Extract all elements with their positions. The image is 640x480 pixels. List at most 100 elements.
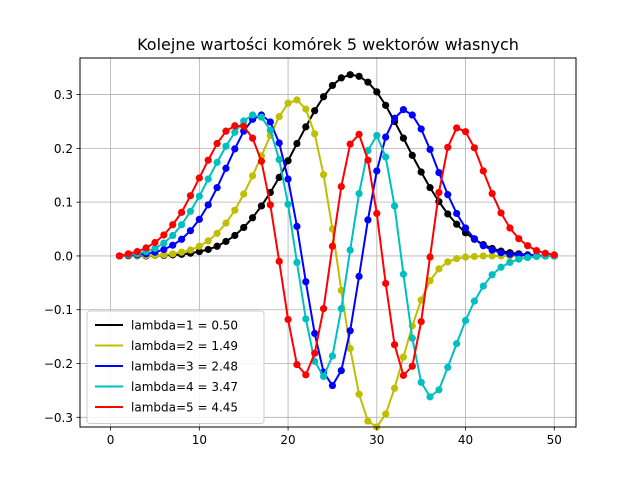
data-point <box>346 327 354 335</box>
data-point <box>293 96 301 104</box>
data-point <box>186 246 195 254</box>
data-point <box>284 315 292 324</box>
data-point <box>337 74 345 82</box>
data-point <box>195 242 203 250</box>
data-point <box>160 251 168 259</box>
data-point <box>479 167 487 175</box>
data-point <box>355 72 363 80</box>
data-point <box>293 258 301 266</box>
data-point <box>248 172 257 180</box>
data-point <box>240 117 248 125</box>
data-point <box>160 239 168 247</box>
data-point <box>550 251 558 259</box>
series-5 <box>115 122 558 379</box>
data-point <box>497 263 505 271</box>
x-tick-label: 10 <box>192 433 207 447</box>
data-point <box>373 167 381 175</box>
data-point <box>302 315 310 323</box>
legend-label: lambda=1 = 0.50 <box>131 319 238 333</box>
data-point <box>399 106 408 114</box>
data-point <box>435 265 443 273</box>
data-point <box>231 231 239 240</box>
data-point <box>293 361 301 369</box>
data-point <box>311 349 319 357</box>
legend-entry: lambda=1 = 0.50 <box>95 319 238 333</box>
data-point <box>373 209 381 218</box>
data-point <box>311 329 319 338</box>
data-point <box>222 219 230 227</box>
data-point <box>444 210 452 218</box>
data-point <box>195 174 203 182</box>
data-point <box>435 188 443 197</box>
data-point <box>284 99 292 107</box>
data-point <box>444 363 452 371</box>
data-point <box>453 340 461 348</box>
data-point <box>488 189 496 198</box>
data-point <box>506 250 514 258</box>
data-point <box>240 190 248 198</box>
data-point <box>355 272 363 280</box>
data-point <box>311 130 319 138</box>
data-point <box>470 252 478 261</box>
data-point <box>284 157 292 165</box>
data-point <box>275 173 283 182</box>
data-point <box>488 246 496 254</box>
data-point <box>328 352 337 360</box>
x-tick-label: 50 <box>547 433 562 447</box>
data-point <box>417 168 425 176</box>
data-point <box>160 231 168 239</box>
data-point <box>151 238 159 247</box>
data-point <box>346 246 354 254</box>
data-point <box>231 128 239 136</box>
data-point <box>470 235 478 243</box>
data-point <box>257 113 266 121</box>
data-point <box>213 139 221 148</box>
data-point <box>364 78 372 86</box>
legend-label: lambda=4 = 3.47 <box>131 380 238 394</box>
data-point <box>444 191 452 199</box>
legend-entry: lambda=2 = 1.49 <box>95 339 238 353</box>
x-tick-label: 40 <box>458 433 473 447</box>
y-tick-label: −0.3 <box>44 411 73 425</box>
legend-entry: lambda=3 = 2.48 <box>95 360 238 374</box>
chart-title: Kolejne wartości komórek 5 wektorów włas… <box>137 35 519 54</box>
data-point <box>382 133 390 141</box>
data-point <box>186 207 195 215</box>
data-point <box>186 227 195 235</box>
data-point <box>257 157 266 165</box>
data-point <box>444 258 452 266</box>
data-point <box>195 192 203 200</box>
data-point <box>275 257 283 265</box>
data-point <box>178 208 186 216</box>
data-point <box>222 142 230 150</box>
legend-label: lambda=2 = 1.49 <box>131 339 238 353</box>
data-point <box>461 128 470 136</box>
data-point <box>204 237 212 245</box>
data-point <box>328 242 337 250</box>
data-point <box>337 182 345 191</box>
y-tick-label: 0.3 <box>54 88 73 102</box>
data-point <box>240 223 248 232</box>
data-point <box>382 279 390 287</box>
data-point <box>426 184 434 192</box>
data-point <box>453 124 461 132</box>
data-point <box>364 156 372 164</box>
data-point <box>275 139 283 147</box>
data-point <box>532 252 541 261</box>
data-point <box>248 214 257 222</box>
data-point <box>160 245 168 254</box>
axes: 0 10 20 30 40 50 −0.3 −0.2 −0.1 0.0 0.1 0.2 0.3 <box>44 88 562 447</box>
data-point <box>346 71 354 79</box>
data-point <box>364 216 372 224</box>
data-point <box>151 244 159 253</box>
data-point <box>346 140 354 148</box>
data-point <box>328 81 337 90</box>
data-point <box>497 249 505 257</box>
data-point <box>124 250 132 258</box>
data-point <box>115 252 124 260</box>
data-point <box>213 158 221 166</box>
data-point <box>266 201 274 209</box>
data-point <box>204 201 212 209</box>
data-point <box>302 123 310 131</box>
data-point <box>435 168 443 177</box>
